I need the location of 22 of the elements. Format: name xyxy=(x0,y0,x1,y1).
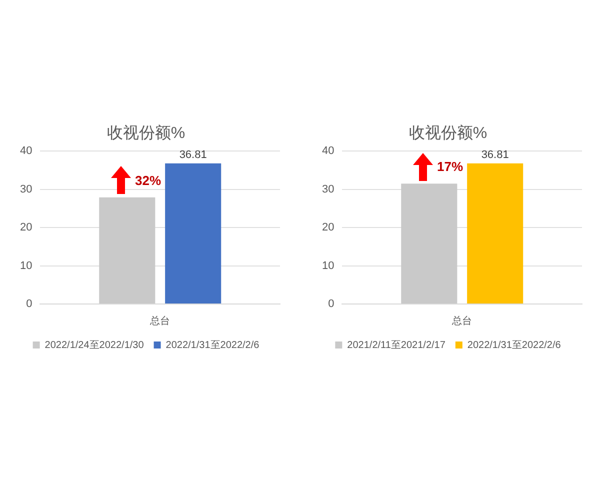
legend-label: 2021/2/11至2021/2/17 xyxy=(347,340,446,351)
annotation: 32% xyxy=(135,173,162,188)
y-tick-label: 10 xyxy=(322,260,334,272)
data-label: 36.81 xyxy=(179,148,207,161)
y-tick-label: 20 xyxy=(322,222,334,234)
annotation: 17% xyxy=(437,159,464,174)
legend-label: 2022/1/31至2022/2/6 xyxy=(467,340,562,351)
y-tick-label: 30 xyxy=(322,183,334,196)
y-tick-label: 20 xyxy=(20,222,32,234)
y-tick-label: 40 xyxy=(322,145,334,158)
y-tick-label: 0 xyxy=(26,298,32,310)
legend-label: 2022/1/31至2022/2/6 xyxy=(166,340,260,351)
legend-label: 2022/1/24至2022/1/30 xyxy=(44,340,144,351)
y-tick-label: 10 xyxy=(20,260,32,272)
y-tick-label: 0 xyxy=(328,298,334,310)
y-tick-label: 30 xyxy=(20,183,32,196)
data-label: 36.81 xyxy=(481,148,509,161)
chart-title: 收视份额% xyxy=(408,124,488,142)
chart-title: 收视份额% xyxy=(106,124,186,142)
x-tick-label: 总台 xyxy=(149,314,170,327)
x-tick-label: 总台 xyxy=(451,314,472,327)
y-tick-label: 40 xyxy=(20,145,32,158)
